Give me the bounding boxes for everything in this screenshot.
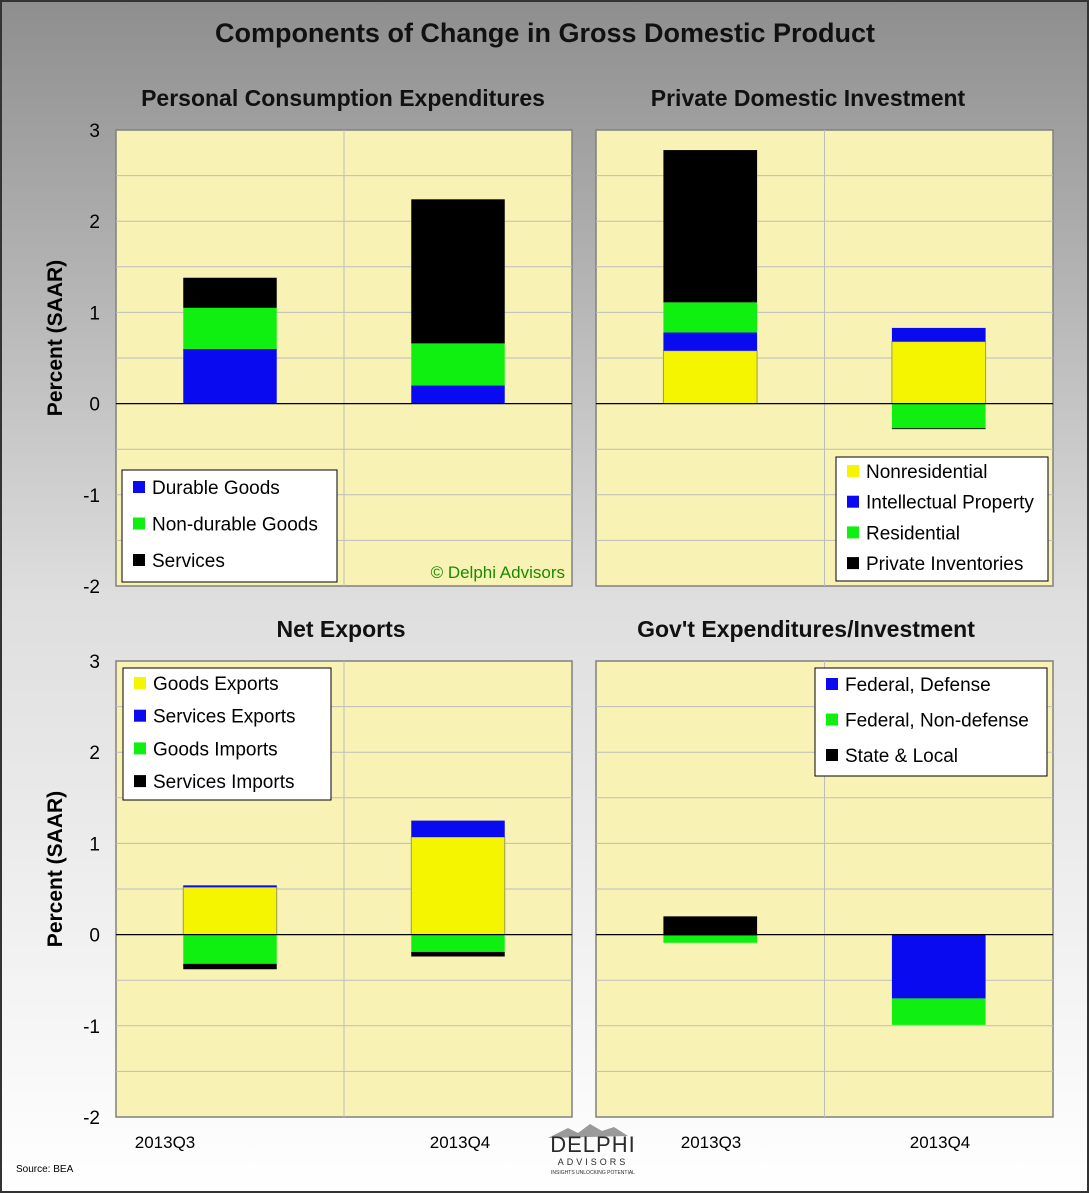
bar-segment-gov-2013q3-federal-non-defense — [663, 935, 758, 943]
y-tick-label-pce: 3 — [89, 121, 100, 142]
legend-box-pce — [121, 469, 338, 583]
legend-label-goods-imports: Goods Imports — [153, 739, 278, 760]
bar-segment-nx-2013q3-services-imports — [183, 963, 277, 970]
legend-swatch-state-local — [826, 749, 838, 761]
bar-segment-nx-2013q4-services-exports — [411, 820, 505, 838]
figure-title: Components of Change in Gross Domestic P… — [215, 18, 875, 48]
legend-box-gov — [814, 667, 1048, 777]
bar-segment-pdi-2013q3-residential — [663, 302, 758, 333]
panel-title-pdi: Private Domestic Investment — [651, 85, 966, 111]
legend-label-federal-non-defense: Federal, Non-defense — [845, 711, 1029, 732]
y-tick-label-pce: 1 — [89, 303, 100, 324]
legend-label-non-durable-goods: Non-durable Goods — [152, 515, 318, 536]
legend-swatch-services — [133, 554, 145, 566]
bar-segment-nx-2013q4-goods-exports — [410, 836, 506, 936]
watermark: © Delphi Advisors — [431, 563, 565, 582]
legend-swatch-residential — [847, 526, 859, 539]
y-tick-label-nx: 1 — [89, 834, 100, 855]
logo-sub: ADVISORS — [558, 1157, 629, 1167]
y-tick-label-nx: -1 — [83, 1017, 100, 1038]
y-tick-label-pce: 0 — [89, 395, 100, 416]
legend-swatch-goods-exports — [134, 677, 146, 689]
bar-segment-pdi-2013q4-intellectual-property — [891, 327, 986, 342]
legend-label-intellectual-property: Intellectual Property — [866, 493, 1034, 514]
y-axis-label-pce: Percent (SAAR) — [44, 260, 67, 416]
y-tick-label-pce: 2 — [89, 212, 100, 233]
legend-swatch-durable-goods — [133, 481, 145, 493]
bar-segment-pdi-2013q4-residential — [891, 403, 986, 429]
bar-segment-pdi-2013q3-nonresidential — [662, 350, 758, 405]
bar-segment-nx-2013q3-services-exports — [183, 885, 277, 888]
source-note: Source: BEA — [16, 1164, 74, 1175]
bar-segment-pdi-2013q3-intellectual-property — [663, 332, 758, 351]
bar-segment-pce-2013q4-durable-goods — [411, 385, 505, 404]
x-tick-label-right-2013q4: 2013Q4 — [910, 1133, 971, 1152]
legend-label-state-local: State & Local — [845, 746, 958, 767]
y-tick-label-pce: -1 — [83, 486, 100, 507]
bar-segment-pce-2013q3-services — [183, 277, 277, 308]
legend-nx: Goods Exports Services Exports Goods Impor… — [122, 667, 332, 801]
panel-title-pce: Personal Consumption Expenditures — [141, 85, 545, 111]
bar-segment-nx-2013q3-goods-exports — [182, 886, 278, 936]
x-tick-label-left-2013q4: 2013Q4 — [430, 1133, 491, 1152]
legend-label-durable-goods: Durable Goods — [152, 478, 280, 499]
logo-main: DELPHI — [550, 1132, 635, 1157]
legend-gov: Federal, Defense Federal, Non-defense Stat… — [814, 667, 1048, 777]
legend-swatch-non-durable-goods — [133, 517, 145, 530]
legend-pdi: Nonresidential Intellectual Property Resid… — [835, 456, 1049, 582]
bar-segment-pdi-2013q3-private-inventories — [663, 150, 758, 303]
bar-segment-pdi-2013q4-private-inventories — [891, 428, 986, 430]
legend-label-nonresidential: Nonresidential — [866, 462, 987, 483]
legend-swatch-services-exports — [134, 709, 146, 722]
legend-label-goods-exports: Goods Exports — [153, 674, 279, 695]
bar-segment-pce-2013q3-durable-goods — [183, 348, 277, 404]
delphi-logo: DELPHI ADVISORS INSIGHTS UNLOCKING POTEN… — [548, 1124, 635, 1176]
legend-box-nx — [122, 667, 332, 801]
legend-label-federal-defense: Federal, Defense — [845, 675, 991, 696]
y-axis-label-nx: Percent (SAAR) — [44, 791, 67, 947]
legend-pce: Durable Goods Non-durable Goods Services — [121, 469, 338, 583]
legend-swatch-services-imports — [134, 775, 146, 788]
bar-segment-gov-2013q4-federal-defense — [891, 934, 986, 999]
legend-swatch-federal-non-defense — [826, 713, 838, 726]
x-tick-label-left-2013q3: 2013Q3 — [135, 1133, 196, 1152]
panel-nx: Net Exports 3 2 1 0 -1 -2 Percent (SAAR) Goods E… — [44, 616, 573, 1129]
bar-segment-nx-2013q4-goods-imports — [411, 934, 505, 952]
legend-box-pdi — [835, 456, 1049, 582]
x-tick-label-right-2013q3: 2013Q3 — [681, 1133, 742, 1152]
legend-label-residential: Residential — [866, 523, 960, 544]
panel-pdi: Private Domestic Investment Nonresidentia… — [595, 85, 1054, 587]
bar-segment-pce-2013q4-services — [411, 199, 505, 344]
logo-tagline: INSIGHTS UNLOCKING POTENTIAL — [551, 1170, 635, 1176]
legend-swatch-intellectual-property — [847, 495, 859, 508]
legend-swatch-nonresidential — [847, 465, 859, 477]
legend-label-private-inventories: Private Inventories — [866, 554, 1023, 575]
panel-pce: Personal Consumption Expenditures 3 2 1 0 -1 -… — [44, 85, 573, 598]
bar-segment-nx-2013q4-services-imports — [411, 951, 505, 957]
y-tick-label-nx: 2 — [89, 743, 100, 764]
legend-label-services-exports: Services Exports — [153, 707, 296, 728]
legend-swatch-federal-defense — [826, 678, 838, 690]
y-tick-label-nx: 0 — [89, 926, 100, 947]
legend-swatch-goods-imports — [134, 742, 146, 755]
y-tick-label-nx: -2 — [83, 1108, 100, 1129]
bar-segment-pce-2013q3-non-durable-goods — [183, 307, 277, 349]
bar-segment-nx-2013q3-goods-imports — [183, 934, 277, 964]
y-tick-label-nx: 3 — [89, 652, 100, 673]
bar-segment-pce-2013q4-non-durable-goods — [411, 343, 505, 386]
legend-label-services-imports: Services Imports — [153, 772, 294, 793]
panel-gov: Gov't Expenditures/Investment Federal, De… — [595, 616, 1054, 1118]
bar-segment-pdi-2013q4-nonresidential — [891, 341, 987, 405]
panel-title-nx: Net Exports — [276, 616, 405, 642]
bar-segment-gov-2013q3-state-local — [663, 916, 758, 935]
y-tick-label-pce: -2 — [83, 577, 100, 598]
panel-title-gov: Gov't Expenditures/Investment — [637, 616, 975, 642]
legend-label-services: Services — [152, 551, 225, 572]
bar-segment-gov-2013q4-federal-non-defense — [891, 998, 986, 1025]
legend-swatch-private-inventories — [847, 557, 859, 570]
logo-mountain-icon — [548, 1124, 628, 1138]
